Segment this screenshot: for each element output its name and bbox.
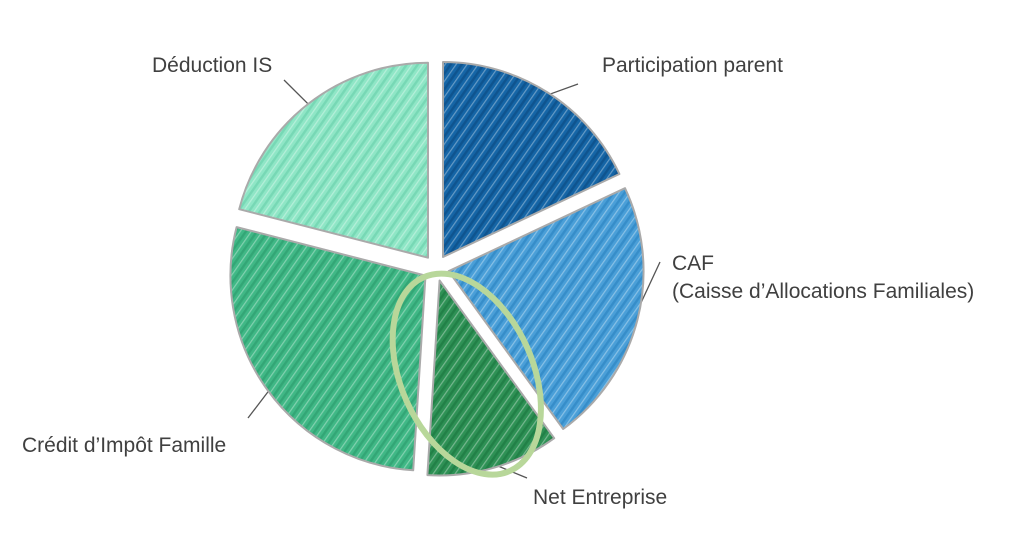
pie-slice-participation-parent: [442, 61, 621, 258]
pie-slice-net-entreprise: [426, 279, 556, 477]
leader-line-deduction-is: [283, 79, 312, 108]
label-net-entreprise: Net Entreprise: [533, 486, 668, 509]
leader-line-credit-d-impot-famille: [247, 387, 272, 419]
label-caf: CAF: [672, 252, 714, 275]
pie-slice-credit-d-impot-famille: [229, 226, 427, 472]
highlight-ellipse: [389, 270, 544, 478]
label-participation-parent: Participation parent: [602, 54, 783, 77]
pie-slice-caf: [447, 187, 645, 430]
label-deduction-is: Déduction IS: [152, 54, 273, 77]
label-credit-impot-famille: Crédit d’Impôt Famille: [22, 434, 227, 457]
label-caf-full-name: (Caisse d’Allocations Familiales): [672, 280, 975, 303]
pie-slice-deduction-is: [238, 61, 429, 259]
